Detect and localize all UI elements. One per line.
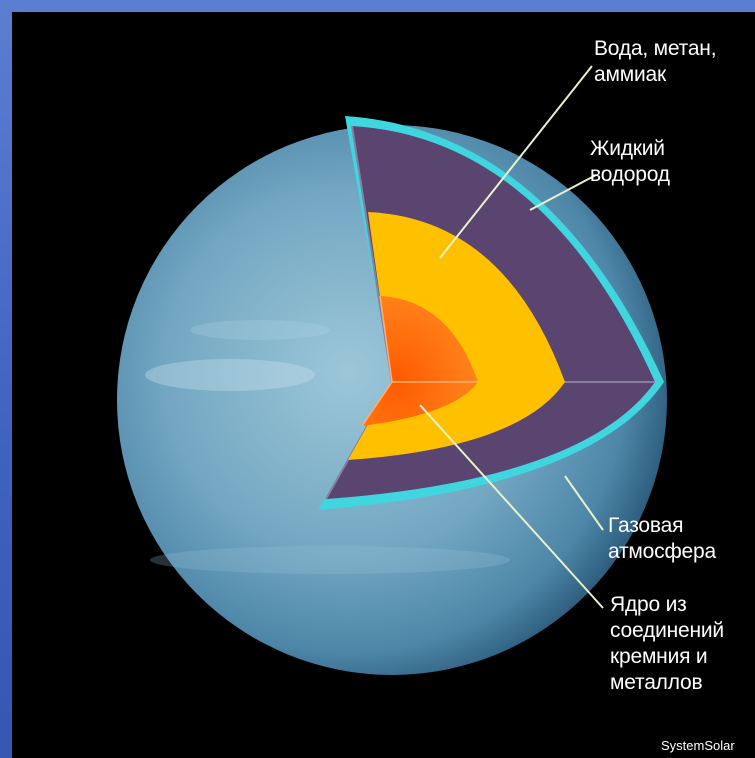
cloud-band <box>190 320 330 340</box>
leader-line-hydrogen <box>529 174 597 211</box>
cloud-band <box>150 546 510 574</box>
core-layer <box>362 296 478 426</box>
cloud-band <box>145 359 315 391</box>
leader-line-water <box>439 65 593 259</box>
label-core: Ядро из соединений кремния и металлов <box>610 593 724 694</box>
label-water-methane-ammonia: Вода, метан, аммиак <box>594 37 717 86</box>
leader-line-atmosphere <box>564 475 604 531</box>
label-liquid-hydrogen: Жидкий водород <box>590 137 670 186</box>
label-gas-atmosphere: Газовая атмосфера <box>608 514 716 563</box>
leader-line-core <box>419 404 604 609</box>
core-edges <box>361 295 478 427</box>
credit-text: SystemSolar <box>661 738 735 753</box>
